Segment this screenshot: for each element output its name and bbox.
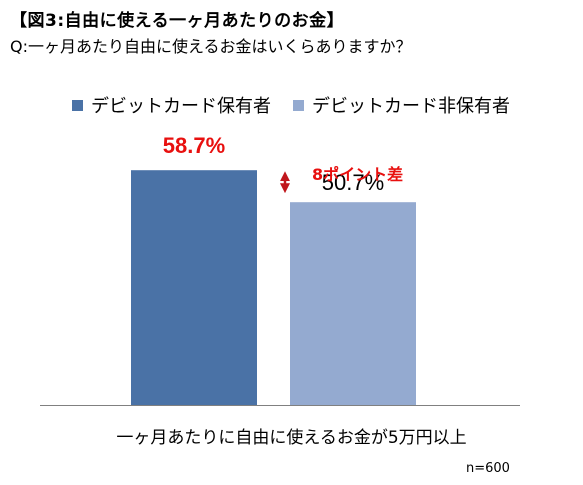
- chart-title: 【図3:自由に使える一ヶ月あたりのお金】: [10, 11, 345, 31]
- legend-label-non-holders: デビットカード非保有者: [312, 96, 510, 117]
- data-label-non-holders: 50.7%: [322, 170, 384, 195]
- bar-holders: [131, 170, 257, 405]
- legend: デビットカード保有者 デビットカード非保有者: [72, 92, 510, 118]
- category-label: 一ヶ月あたりに自由に使えるお金が5万円以上: [116, 428, 467, 448]
- bar-non-holders: [290, 202, 416, 405]
- legend-item-non-holders: デビットカード非保有者: [293, 92, 510, 118]
- sample-size-note: n=600: [466, 461, 510, 476]
- chart-subtitle: Q:一ヶ月あたり自由に使えるお金はいくらありますか？: [10, 37, 412, 56]
- difference-annotation: 8ポイント差: [312, 165, 403, 184]
- legend-swatch-non-holders: [293, 99, 304, 111]
- data-label-holders: 58.7%: [163, 133, 225, 158]
- legend-item-holders: デビットカード保有者: [72, 92, 271, 118]
- legend-label-holders: デビットカード保有者: [91, 96, 271, 117]
- legend-swatch-holders: [72, 99, 83, 111]
